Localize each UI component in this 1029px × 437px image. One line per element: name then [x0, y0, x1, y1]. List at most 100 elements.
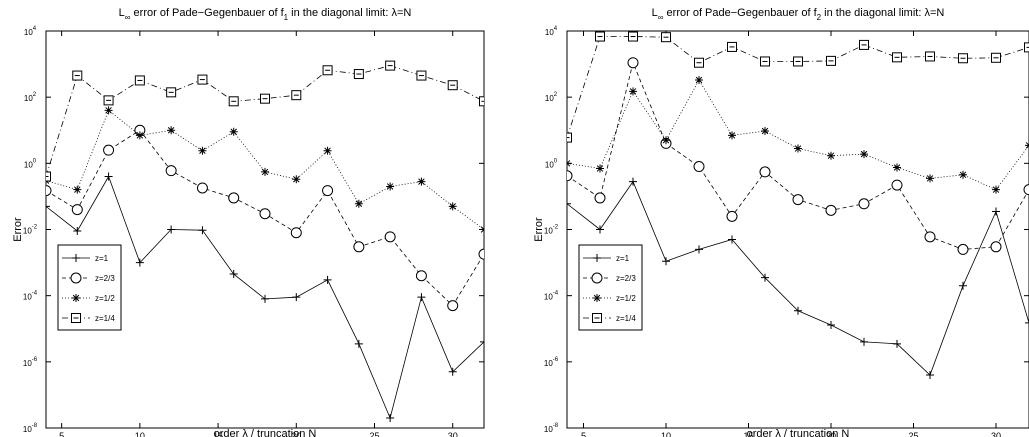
y-tick-base: 10 — [23, 293, 32, 302]
data-point-plus — [1025, 318, 1029, 327]
y-tick-label: 102 — [545, 92, 558, 103]
series-markers-4 — [567, 31, 1029, 143]
series-z=1/2 — [46, 106, 484, 234]
data-point-star — [417, 177, 426, 186]
legend-label-4: z=1/4 — [95, 314, 115, 323]
data-point-circle — [196, 182, 208, 194]
title-suffix: in the diagonal limit: λ=N — [821, 7, 944, 19]
series-markers-4 — [46, 60, 484, 182]
data-point-star — [567, 159, 571, 168]
title-prefix: L — [652, 7, 658, 19]
data-point-star — [1025, 141, 1029, 150]
series-z=1/2 — [567, 76, 1029, 194]
data-point-circle — [415, 270, 427, 282]
data-point-plus — [926, 370, 934, 379]
data-point-plus — [827, 320, 835, 329]
data-point-circle — [384, 231, 396, 243]
y-tick-exp: -8 — [553, 423, 559, 429]
y-tick-base: 10 — [544, 227, 553, 236]
data-point-circle — [891, 179, 903, 191]
y-tick-exp: 0 — [554, 158, 558, 164]
data-point-star — [323, 146, 332, 155]
y-tick-label: 10-4 — [23, 291, 38, 302]
data-point-circle — [825, 204, 837, 216]
x-tick-label: 5 — [59, 431, 64, 437]
y-tick-exp: -6 — [553, 357, 559, 363]
data-point-star — [354, 199, 363, 208]
legend-box — [578, 244, 643, 331]
chart-1-ylabel: Error — [12, 217, 24, 242]
data-point-plus — [629, 177, 637, 186]
data-point-star — [629, 87, 637, 96]
x-tick-label: 20 — [291, 431, 301, 437]
chart-1-title: L∞ error of Pade−Gegenbauer of f1 in the… — [119, 7, 412, 22]
data-point-star — [261, 167, 269, 176]
y-tick-base: 10 — [24, 94, 33, 103]
y-tick-label: 102 — [24, 92, 37, 103]
legend-marker-2 — [70, 272, 82, 284]
data-point-star — [167, 126, 176, 135]
data-point-plus — [354, 339, 363, 348]
x-tick-label: 15 — [213, 431, 223, 437]
y-tick-label: 10-6 — [23, 357, 38, 368]
series-line-3 — [567, 79, 1029, 191]
data-point-plus — [198, 226, 207, 235]
data-point-plus — [73, 227, 82, 236]
series-z=1/4 — [46, 60, 484, 182]
y-tick-exp: -6 — [32, 357, 38, 363]
x-tick-label: 30 — [448, 431, 458, 437]
series-markers-3 — [46, 106, 484, 234]
data-point-star — [860, 150, 868, 159]
data-point-plus — [567, 199, 571, 208]
x-tick-label: 5 — [581, 431, 586, 437]
y-tick-exp: -2 — [553, 225, 559, 231]
series-line-4 — [567, 36, 1029, 138]
chart-2-title: L∞ error of Pade−Gegenbauer of f2 in the… — [652, 7, 945, 22]
legend-label-2: z=2/3 — [616, 274, 636, 283]
data-point-circle — [567, 170, 573, 182]
series-markers-3 — [567, 76, 1029, 194]
data-point-star — [480, 225, 484, 234]
data-point-circle — [46, 185, 52, 197]
data-point-circle — [478, 248, 484, 260]
data-point-plus — [386, 414, 395, 423]
chart-1-axes-box — [45, 30, 485, 429]
series-z=2/3 — [46, 124, 484, 312]
data-point-plus — [480, 337, 484, 346]
data-point-circle — [924, 231, 936, 243]
data-point-circle — [322, 185, 334, 197]
data-point-plus — [261, 294, 269, 303]
data-point-star — [959, 170, 967, 179]
data-point-circle — [290, 227, 302, 239]
series-z=2/3 — [567, 57, 1029, 255]
series-line-4 — [46, 65, 484, 177]
data-point-star — [104, 106, 113, 115]
chart-1-legend: z=1 z=2/3 z=1/2 z=1/4 — [57, 244, 122, 331]
title-suffix: in the diagonal limit: λ=N — [288, 7, 411, 19]
data-point-star — [893, 163, 901, 172]
y-tick-exp: -4 — [553, 291, 559, 297]
data-point-circle — [957, 243, 969, 255]
title-sub-f: 2 — [817, 13, 822, 22]
legend-label-3: z=1/2 — [616, 294, 636, 303]
data-point-plus — [992, 207, 1000, 216]
y-tick-exp: 0 — [33, 158, 37, 164]
data-point-plus — [323, 275, 332, 284]
series-z=1 — [46, 172, 484, 423]
y-tick-label: 10-8 — [544, 423, 559, 434]
legend-marker-2 — [591, 272, 603, 284]
chart-2: L∞ error of Pade−Gegenbauer of f2 in the… — [533, 7, 1029, 437]
y-tick-label: 104 — [545, 26, 558, 37]
data-point-circle — [759, 166, 771, 178]
data-point-star — [761, 126, 769, 135]
y-tick-label: 10-6 — [544, 357, 559, 368]
data-point-plus — [662, 257, 670, 266]
data-point-circle — [228, 192, 240, 204]
data-point-plus — [794, 306, 802, 315]
data-point-circle — [726, 210, 738, 222]
title-middle: error of Pade−Gegenbauer of f — [130, 7, 284, 19]
title-sub-f: 1 — [284, 13, 289, 22]
x-tick-label: 10 — [135, 431, 145, 437]
data-point-plus — [448, 367, 457, 376]
data-point-plus — [860, 337, 868, 346]
